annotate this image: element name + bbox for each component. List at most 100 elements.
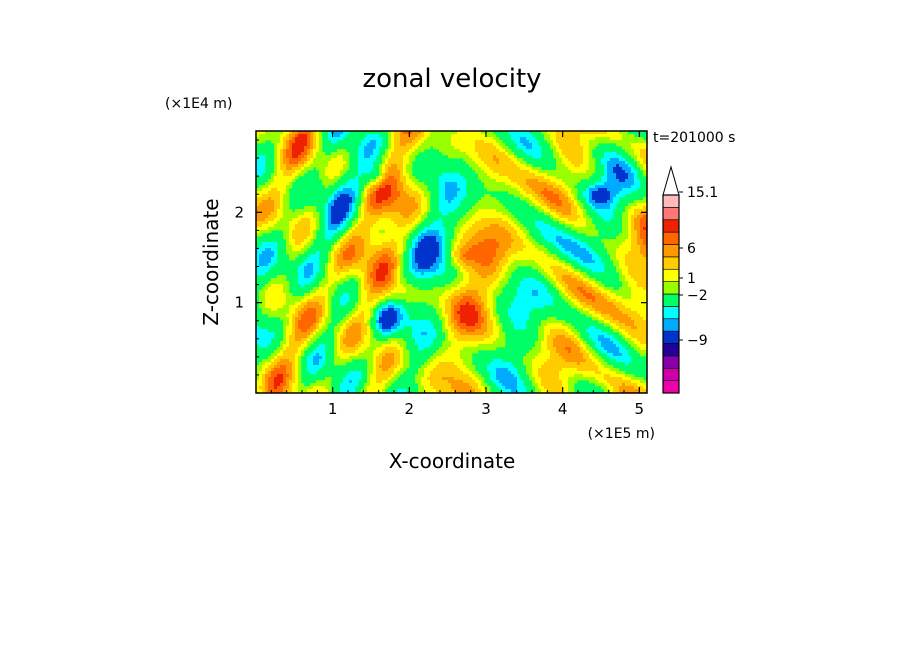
field-cell bbox=[331, 281, 335, 285]
field-cell bbox=[280, 188, 284, 192]
field-cell bbox=[514, 227, 518, 231]
field-cell bbox=[457, 146, 461, 150]
field-cell bbox=[529, 170, 533, 174]
field-cell bbox=[469, 221, 473, 225]
field-cell bbox=[622, 188, 626, 192]
field-cell bbox=[343, 185, 347, 189]
field-cell bbox=[397, 209, 401, 213]
field-cell bbox=[466, 224, 470, 228]
field-cell bbox=[277, 164, 281, 168]
field-cell bbox=[547, 266, 551, 270]
field-cell bbox=[370, 221, 374, 225]
field-cell bbox=[478, 158, 482, 162]
plot-area bbox=[255, 130, 648, 394]
field-cell bbox=[277, 188, 281, 192]
field-cell bbox=[568, 281, 572, 285]
field-cell bbox=[376, 194, 380, 198]
field-cell bbox=[499, 224, 503, 228]
field-cell bbox=[277, 194, 281, 198]
field-cell bbox=[451, 206, 455, 210]
field-cell bbox=[418, 233, 422, 237]
field-cell bbox=[256, 266, 260, 270]
field-cell bbox=[400, 278, 404, 282]
field-cell bbox=[481, 215, 485, 219]
field-cell bbox=[478, 131, 482, 135]
field-cell bbox=[592, 263, 596, 267]
field-cell bbox=[307, 275, 311, 279]
field-cell bbox=[415, 185, 419, 189]
field-cell bbox=[577, 158, 581, 162]
field-cell bbox=[340, 236, 344, 240]
field-cell bbox=[610, 167, 614, 171]
field-cell bbox=[475, 236, 479, 240]
field-cell bbox=[499, 263, 503, 267]
field-cell bbox=[310, 269, 314, 273]
field-cell bbox=[514, 263, 518, 267]
field-cell bbox=[616, 194, 620, 198]
field-cell bbox=[487, 248, 491, 252]
field-cell bbox=[490, 167, 494, 171]
field-cell bbox=[382, 167, 386, 171]
field-cell bbox=[400, 140, 404, 144]
field-cell bbox=[379, 266, 383, 270]
field-cell bbox=[577, 176, 581, 180]
field-cell bbox=[367, 281, 371, 285]
field-cell bbox=[328, 137, 332, 141]
field-cell bbox=[481, 242, 485, 246]
field-cell bbox=[307, 278, 311, 282]
field-cell bbox=[280, 218, 284, 222]
field-cell bbox=[532, 155, 536, 159]
field-cell bbox=[298, 143, 302, 147]
field-cell bbox=[298, 215, 302, 219]
field-cell bbox=[406, 170, 410, 174]
field-cell bbox=[376, 260, 380, 264]
field-cell bbox=[436, 137, 440, 141]
field-cell bbox=[481, 257, 485, 261]
field-cell bbox=[565, 149, 569, 153]
field-cell bbox=[349, 245, 353, 249]
field-cell bbox=[376, 245, 380, 249]
field-cell bbox=[493, 203, 497, 207]
field-cell bbox=[610, 206, 614, 210]
field-cell bbox=[634, 173, 638, 177]
field-cell bbox=[628, 260, 632, 264]
field-cell bbox=[304, 239, 308, 243]
field-cell bbox=[430, 245, 434, 249]
field-cell bbox=[493, 209, 497, 213]
field-cell bbox=[601, 140, 605, 144]
field-cell bbox=[625, 182, 629, 186]
field-cell bbox=[511, 176, 515, 180]
field-cell bbox=[373, 140, 377, 144]
field-cell bbox=[331, 200, 335, 204]
field-cell bbox=[493, 278, 497, 282]
field-cell bbox=[379, 176, 383, 180]
field-cell bbox=[349, 257, 353, 261]
field-cell bbox=[256, 215, 260, 219]
field-cell bbox=[433, 221, 437, 225]
field-cell bbox=[610, 155, 614, 159]
field-cell bbox=[445, 176, 449, 180]
field-cell bbox=[451, 143, 455, 147]
field-cell bbox=[376, 239, 380, 243]
field-cell bbox=[517, 230, 521, 234]
field-cell bbox=[304, 233, 308, 237]
field-cell bbox=[397, 254, 401, 258]
field-cell bbox=[631, 269, 635, 273]
field-cell bbox=[577, 149, 581, 153]
field-cell bbox=[589, 254, 593, 258]
field-cell bbox=[556, 209, 560, 213]
field-cell bbox=[610, 212, 614, 216]
field-cell bbox=[337, 278, 341, 282]
field-cell bbox=[607, 152, 611, 156]
field-cell bbox=[580, 131, 584, 135]
field-cell bbox=[541, 260, 545, 264]
field-cell bbox=[508, 182, 512, 186]
field-cell bbox=[340, 281, 344, 285]
field-cell bbox=[565, 203, 569, 207]
field-cell bbox=[583, 254, 587, 258]
field-cell bbox=[331, 263, 335, 267]
field-cell bbox=[640, 239, 644, 243]
field-cell bbox=[265, 203, 269, 207]
field-cell bbox=[439, 239, 443, 243]
field-cell bbox=[637, 137, 641, 141]
